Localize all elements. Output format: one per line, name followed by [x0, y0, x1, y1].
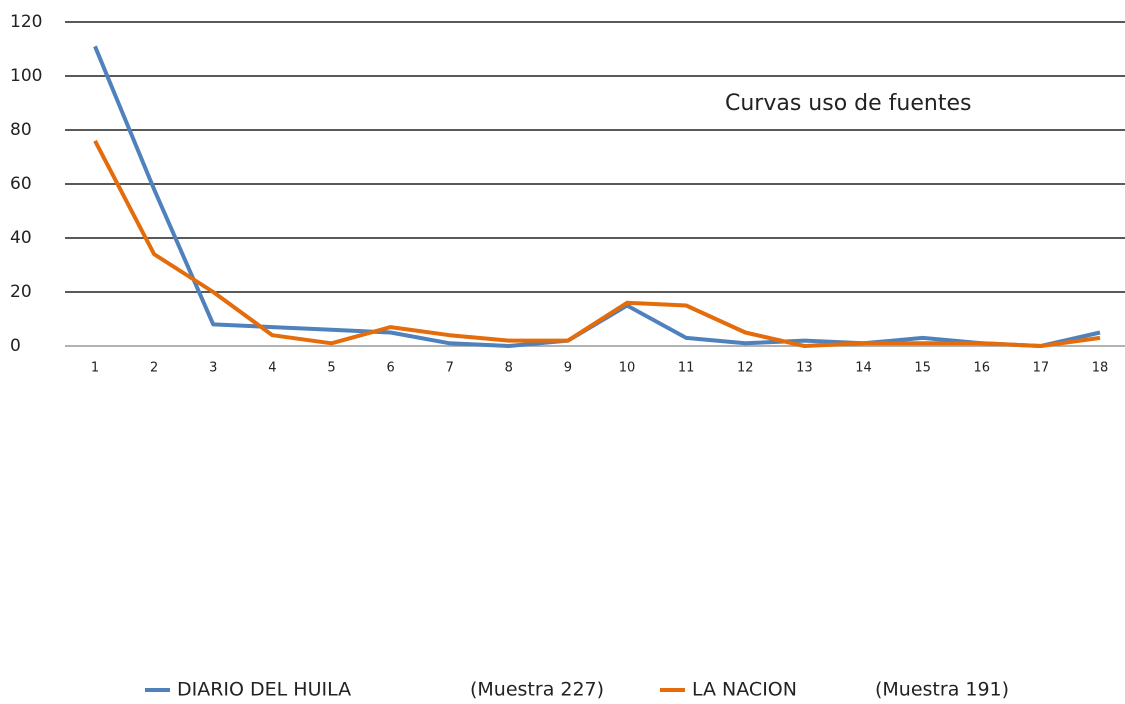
series-line: [93, 139, 1101, 348]
x-tick-label: 1: [91, 361, 99, 376]
x-tick-label: 2: [150, 361, 158, 376]
legend-label: DIARIO DEL HUILA: [177, 679, 351, 701]
x-tick-label: 10: [619, 361, 636, 376]
x-tick-label: 14: [855, 361, 872, 376]
y-tick-label: 20: [10, 282, 32, 302]
x-tick-label: 18: [1092, 361, 1109, 376]
x-tick-label: 3: [209, 361, 217, 376]
legend-sample: (Muestra 227): [470, 679, 604, 701]
annotation: Curvas uso de fuentes: [725, 91, 971, 116]
y-tick-label: 0: [10, 336, 21, 356]
y-tick-label: 60: [10, 174, 32, 194]
legend-label: LA NACION: [692, 679, 797, 701]
y-tick-label: 120: [10, 12, 42, 32]
legend-sample: (Muestra 191): [875, 679, 1009, 701]
x-tick-label: 9: [564, 361, 572, 376]
x-tick-label: 13: [796, 361, 813, 376]
x-tick-label: 11: [678, 361, 695, 376]
y-tick-label: 100: [10, 66, 42, 86]
x-tick-label: 8: [505, 361, 513, 376]
x-tick-label: 6: [386, 361, 394, 376]
y-tick-label: 40: [10, 228, 32, 248]
y-tick-label: 80: [10, 120, 32, 140]
x-tick-label: 7: [446, 361, 454, 376]
x-tick-label: 5: [327, 361, 335, 376]
x-tick-label: 17: [1033, 361, 1050, 376]
x-tick-label: 4: [268, 361, 276, 376]
x-tick-label: 15: [914, 361, 931, 376]
x-tick-label: 16: [973, 361, 990, 376]
x-tick-label: 12: [737, 361, 754, 376]
